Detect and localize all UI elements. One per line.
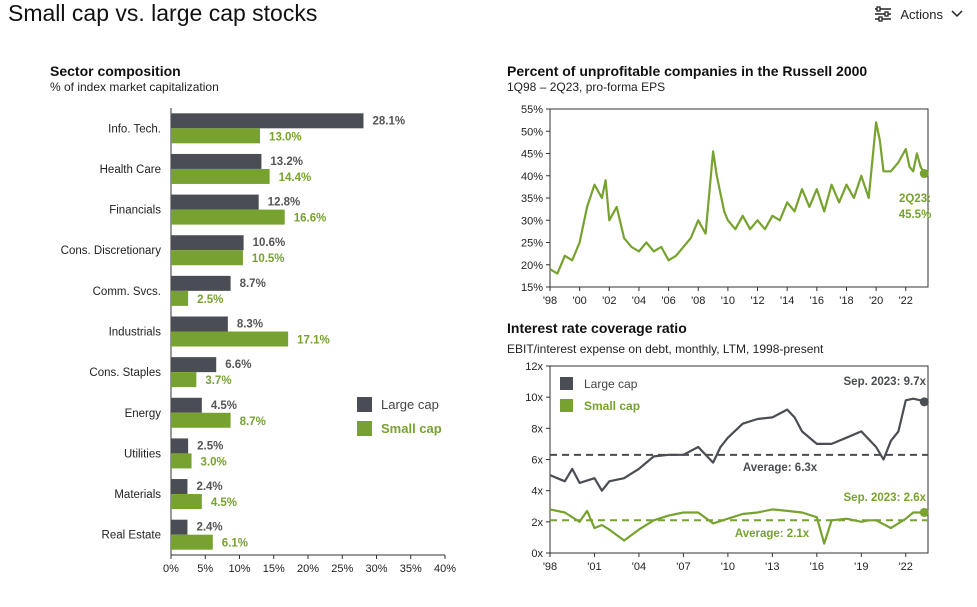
- legend-label-large-cap: Large cap: [381, 397, 439, 412]
- bar-small-cap: [171, 209, 285, 225]
- bar-large-cap: [171, 316, 228, 332]
- bar-large-cap: [171, 357, 217, 373]
- x-tick-label: 0%: [163, 563, 179, 575]
- x-tick-label: 35%: [400, 563, 422, 575]
- legend-swatch-large-cap: [357, 397, 372, 412]
- bar-small-cap: [171, 250, 243, 266]
- category-label: Materials: [114, 489, 161, 501]
- bar-label-large-cap: 2.4%: [196, 481, 222, 493]
- x-tick-label: 40%: [434, 563, 456, 575]
- bar-label-large-cap: 28.1%: [372, 115, 405, 127]
- bar-label-small-cap: 8.7%: [240, 416, 266, 428]
- bar-large-cap: [171, 153, 262, 169]
- category-label: Industrials: [109, 327, 162, 339]
- bar-large-cap: [171, 235, 244, 251]
- bar-small-cap: [171, 331, 289, 347]
- bar-small-cap: [171, 534, 213, 550]
- bar-label-small-cap: 16.6%: [294, 213, 327, 225]
- bar-label-large-cap: 12.8%: [268, 197, 301, 209]
- bar-label-large-cap: 8.7%: [240, 278, 266, 290]
- bar-small-cap: [171, 372, 197, 388]
- category-label: Utilities: [124, 448, 161, 460]
- bar-small-cap: [171, 453, 192, 469]
- bar-label-large-cap: 6.6%: [225, 359, 251, 371]
- bar-large-cap: [171, 519, 188, 535]
- x-tick-label: 10%: [228, 563, 250, 575]
- category-label: Energy: [125, 408, 162, 420]
- bar-label-small-cap: 13.0%: [269, 131, 302, 143]
- category-label: Cons. Staples: [89, 367, 161, 379]
- category-label: Info. Tech.: [108, 123, 161, 135]
- bar-label-small-cap: 6.1%: [222, 538, 248, 550]
- bar-small-cap: [171, 412, 231, 428]
- bar-large-cap: [171, 397, 202, 413]
- category-label: Real Estate: [102, 530, 161, 542]
- bar-label-large-cap: 4.5%: [211, 400, 237, 412]
- coverage-chart-subtitle: EBIT/interest expense on debt, monthly, …: [507, 342, 824, 356]
- bar-large-cap: [171, 479, 188, 495]
- bar-label-large-cap: 2.4%: [196, 522, 222, 534]
- bar-small-cap: [171, 494, 202, 510]
- x-tick-label: 30%: [365, 563, 387, 575]
- bar-label-small-cap: 3.0%: [201, 456, 227, 468]
- bar-label-small-cap: 3.7%: [205, 375, 231, 387]
- chevron-down-icon: [951, 10, 963, 18]
- page-title: Small cap vs. large cap stocks: [8, 0, 318, 26]
- bar-label-small-cap: 4.5%: [211, 497, 237, 509]
- x-tick-label: 5%: [197, 563, 213, 575]
- coverage-chart-title: Interest rate coverage ratio: [507, 320, 687, 336]
- category-label: Health Care: [100, 164, 161, 176]
- unprofitable-chart-title: Percent of unprofitable companies in the…: [507, 63, 868, 79]
- bar-label-small-cap: 10.5%: [252, 253, 285, 265]
- legend-label-small-cap: Small cap: [381, 421, 442, 436]
- bar-large-cap: [171, 275, 231, 291]
- bar-label-small-cap: 17.1%: [297, 335, 330, 347]
- bar-label-large-cap: 8.3%: [237, 319, 263, 331]
- bar-label-large-cap: 2.5%: [197, 440, 223, 452]
- bar-large-cap: [171, 438, 189, 454]
- category-label: Comm. Svcs.: [93, 286, 161, 298]
- sector-chart-subtitle: % of index market capitalization: [50, 80, 219, 94]
- x-tick-label: 15%: [263, 563, 285, 575]
- x-tick-label: 25%: [331, 563, 353, 575]
- bar-large-cap: [171, 194, 259, 210]
- category-label: Financials: [109, 205, 161, 217]
- actions-button[interactable]: Actions: [874, 6, 963, 22]
- x-tick-label: 20%: [297, 563, 319, 575]
- bar-label-small-cap: 2.5%: [197, 294, 223, 306]
- bar-label-large-cap: 10.6%: [253, 237, 286, 249]
- legend-swatch-small-cap: [357, 421, 372, 436]
- sector-chart-title: Sector composition: [50, 63, 181, 79]
- bar-large-cap: [171, 113, 364, 129]
- bar-small-cap: [171, 290, 189, 306]
- bar-small-cap: [171, 128, 261, 144]
- actions-label: Actions: [900, 6, 943, 22]
- unprofitable-chart-subtitle: 1Q98 – 2Q23, pro-forma EPS: [507, 80, 666, 94]
- bar-label-small-cap: 14.4%: [279, 172, 312, 184]
- category-label: Cons. Discretionary: [61, 245, 162, 257]
- sliders-icon: [874, 6, 892, 22]
- bar-small-cap: [171, 168, 270, 184]
- bar-label-large-cap: 13.2%: [270, 156, 303, 168]
